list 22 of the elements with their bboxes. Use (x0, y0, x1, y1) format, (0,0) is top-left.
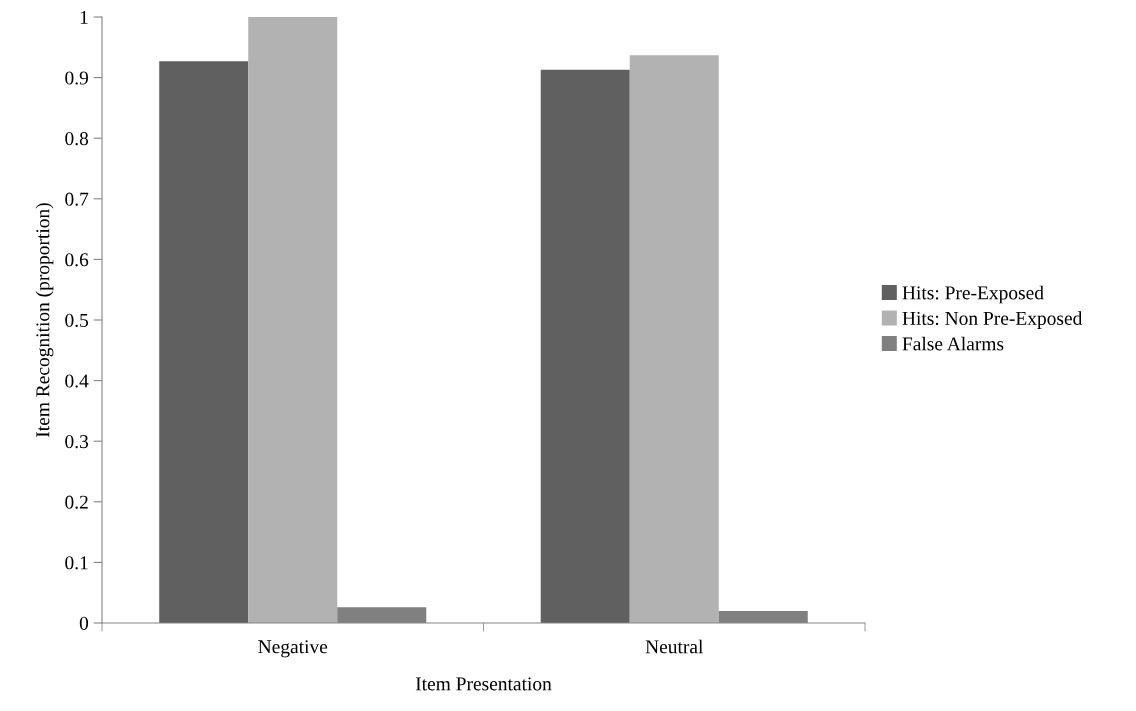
x-tick-label: Negative (258, 640, 328, 658)
y-tick-label: 0.6 (65, 253, 89, 267)
y-axis-title: Item Recognition (proportion) (35, 203, 54, 438)
x-axis-title: Item Presentation (415, 677, 552, 691)
bar (629, 55, 719, 623)
y-tick-label: 0.4 (65, 374, 89, 388)
legend-label: Hits: Pre-Exposed (902, 285, 1044, 304)
y-tick-label: 0.7 (65, 192, 89, 206)
y-tick-label: 0.8 (65, 132, 89, 146)
y-tick-label: 0.1 (65, 556, 88, 570)
legend-label: Hits: Non Pre-Exposed (902, 311, 1083, 329)
y-tick-label: 0 (79, 616, 89, 630)
bar (159, 61, 249, 623)
legend-label: False Alarms (902, 336, 1004, 351)
y-tick-label: 0.2 (65, 495, 88, 509)
y-tick-label: 0.9 (65, 71, 89, 85)
y-tick-label: 0.3 (65, 435, 89, 449)
bar (540, 69, 630, 623)
y-tick-label: 0.5 (65, 313, 89, 328)
y-tick-label: 1 (80, 10, 88, 24)
bar (248, 17, 338, 623)
x-tick-label: Neutral (645, 639, 704, 654)
